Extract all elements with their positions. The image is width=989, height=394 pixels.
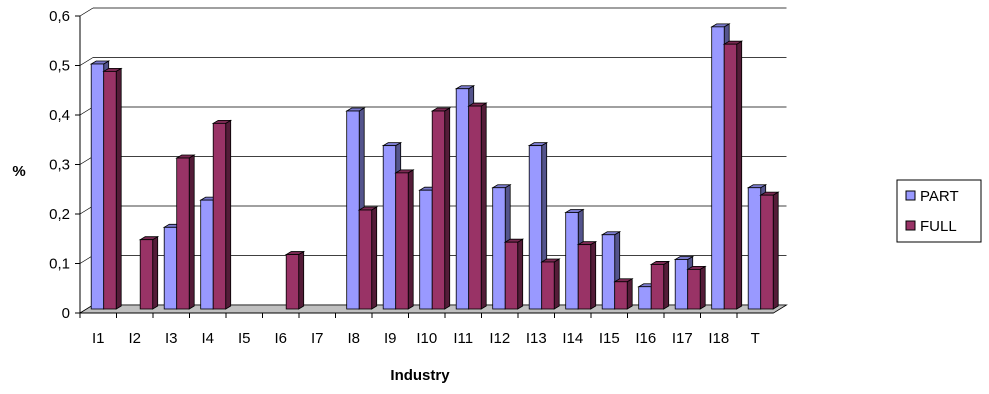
y-tick-label: 0,2 [49, 206, 70, 223]
y-tick-label: 0 [62, 305, 70, 322]
x-tick-label: I1 [92, 330, 105, 347]
x-tick-label: I17 [672, 330, 693, 347]
x-tick-labels: I1 I2 I3 I4 I5 I6 I7 I8 I9 I10 I11 I12 I13 I14 I15 I16 I… [79, 313, 760, 347]
x-tick-label: I2 [128, 330, 141, 347]
bar-full-t [759, 191, 780, 310]
y-tick-label: 0,3 [49, 157, 70, 174]
bar-full-i16 [649, 260, 671, 310]
bar-full-i4 [211, 119, 233, 310]
x-tick-label: I8 [347, 330, 360, 347]
x-tick-label: I14 [562, 330, 583, 347]
x-tick-label: I9 [384, 330, 397, 347]
x-tick-label: T [751, 330, 760, 347]
x-tick-label: I5 [238, 330, 251, 347]
bars-group [89, 23, 780, 310]
bar-full-i18 [722, 40, 744, 310]
x-tick-label: I11 [453, 330, 473, 347]
bar-full-i1 [102, 67, 123, 310]
x-axis-title: Industry [390, 367, 450, 384]
y-tick-label: 0,5 [49, 58, 70, 75]
bar-full-i6 [284, 250, 306, 310]
legend-swatch-part [905, 190, 916, 201]
legend-swatch-full [905, 220, 916, 231]
x-tick-label: I3 [165, 330, 178, 347]
bar-full-i3 [175, 154, 196, 310]
x-tick-label: I15 [599, 330, 620, 347]
bar-full-i13 [540, 258, 561, 310]
x-tick-label: I7 [311, 330, 324, 347]
bar-full-i11 [467, 102, 488, 310]
bar-part-i15 [600, 231, 622, 310]
y-axis-title: % [12, 163, 25, 180]
y-tick-label: 0,6 [49, 8, 70, 25]
x-tick-label: I6 [274, 330, 287, 347]
x-tick-label: I4 [201, 330, 214, 347]
gridline-side [79, 57, 94, 66]
bar-full-i12 [503, 238, 525, 310]
bar-full-i9 [394, 169, 415, 310]
y-tick-label: 0,1 [49, 256, 70, 273]
bar-full-i15 [613, 278, 634, 310]
bar-full-i2 [138, 235, 160, 310]
legend-label-part: PART [920, 188, 959, 205]
legend: PART FULL [896, 179, 982, 243]
x-tick-label: I10 [416, 330, 437, 347]
gridline-side [79, 7, 94, 17]
legend-label-full: FULL [920, 218, 957, 235]
y-tick-label: 0,4 [49, 107, 70, 124]
legend-box [896, 179, 982, 243]
bar-full-i10 [430, 107, 452, 310]
x-tick-label: I18 [708, 330, 729, 347]
x-tick-label: I13 [526, 330, 547, 347]
bar-full-i14 [576, 240, 598, 310]
x-tick-label: I16 [635, 330, 656, 347]
x-tick-label: I12 [489, 330, 510, 347]
y-tick-labels: 0 0,1 0,2 0,3 0,4 0,5 0,6 [49, 8, 80, 322]
bar-full-i8 [357, 206, 379, 310]
bar-full-i17 [686, 265, 707, 310]
